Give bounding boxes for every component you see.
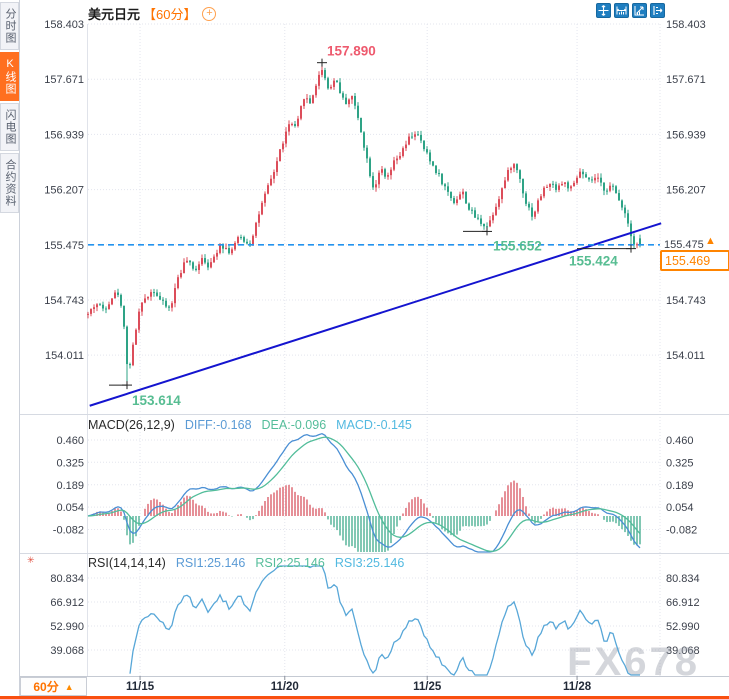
macd-diff-value: DIFF:-0.168 — [184, 418, 252, 432]
svg-text:157.671: 157.671 — [666, 74, 706, 86]
rsi-header: RSI(14,14,14) RSI1:25.146 RSI2:25.146 RS… — [88, 556, 404, 570]
svg-text:0.189: 0.189 — [666, 480, 694, 492]
svg-text:156.207: 156.207 — [44, 185, 84, 197]
macd-title: MACD(26,12,9) — [88, 418, 175, 432]
tab-contract-info[interactable]: 合约资料 — [0, 153, 19, 213]
svg-text:156.939: 156.939 — [666, 129, 706, 141]
svg-text:0.189: 0.189 — [56, 480, 84, 492]
svg-text:0.054: 0.054 — [56, 502, 84, 514]
rsi3-value: RSI3:25.146 — [334, 556, 405, 570]
svg-text:39.068: 39.068 — [666, 645, 700, 657]
svg-text:52.990: 52.990 — [50, 621, 84, 633]
macd-header: MACD(26,12,9) DIFF:-0.168 DEA:-0.096 MAC… — [88, 418, 412, 432]
svg-text:52.990: 52.990 — [666, 621, 700, 633]
chart-toolbar — [596, 3, 665, 18]
rsi-title: RSI(14,14,14) — [88, 556, 166, 570]
svg-text:80.834: 80.834 — [50, 573, 84, 585]
macd-dea-value: DEA:-0.096 — [261, 418, 327, 432]
svg-text:158.403: 158.403 — [44, 19, 84, 31]
svg-text:155.475: 155.475 — [44, 240, 84, 252]
svg-text:39.068: 39.068 — [50, 645, 84, 657]
tab-lightning-chart[interactable]: 闪电图 — [0, 103, 19, 151]
svg-text:66.912: 66.912 — [50, 597, 84, 609]
svg-text:11/15: 11/15 — [126, 681, 155, 693]
svg-text:11/28: 11/28 — [563, 681, 592, 693]
exit-chart-icon[interactable] — [650, 3, 665, 18]
svg-text:155.424: 155.424 — [569, 254, 618, 269]
svg-text:0.460: 0.460 — [56, 435, 84, 447]
price-up-arrow-icon: ▲ — [705, 235, 716, 247]
svg-text:154.011: 154.011 — [45, 350, 84, 362]
symbol-title: 美元日元 — [88, 7, 141, 22]
fit-vertical-icon[interactable] — [632, 3, 647, 18]
axis-price-label: 155.475 — [664, 239, 704, 251]
interval-selector-button[interactable]: 60分 ▲ — [20, 677, 87, 696]
svg-text:0.460: 0.460 — [666, 435, 694, 447]
interval-tag: 【60分】 — [143, 7, 197, 22]
svg-text:80.834: 80.834 — [666, 573, 700, 585]
svg-text:156.939: 156.939 — [44, 129, 84, 141]
svg-text:FX678: FX678 — [567, 640, 700, 684]
rsi-panel-settings-icon[interactable]: ✳ — [27, 555, 35, 565]
chart-title-row: 美元日元 【60分】 + — [88, 4, 217, 23]
tab-candlestick-chart[interactable]: K线图 — [0, 52, 19, 101]
rsi1-value: RSI1:25.146 — [175, 556, 246, 570]
svg-text:-0.082: -0.082 — [666, 525, 697, 537]
sidebar: 分时图 K线图 闪电图 合约资料 — [0, 0, 20, 699]
last-price-box: 155.469 — [660, 250, 729, 271]
svg-text:154.011: 154.011 — [666, 350, 705, 362]
interval-selector-label: 60分 — [33, 680, 59, 694]
sidebar-tabs: 分时图 K线图 闪电图 合约资料 — [0, 2, 19, 213]
bottom-accent-bar — [0, 696, 729, 699]
rsi2-value: RSI2:25.146 — [255, 556, 325, 570]
svg-text:155.652: 155.652 — [493, 238, 542, 253]
svg-text:0.325: 0.325 — [666, 457, 694, 469]
tab-time-share-chart[interactable]: 分时图 — [0, 2, 19, 50]
svg-text:11/25: 11/25 — [413, 681, 442, 693]
svg-text:157.890: 157.890 — [327, 44, 376, 59]
svg-text:0.054: 0.054 — [666, 502, 694, 514]
svg-text:154.743: 154.743 — [666, 295, 706, 307]
svg-text:156.207: 156.207 — [666, 185, 706, 197]
svg-text:154.743: 154.743 — [44, 295, 84, 307]
svg-text:158.403: 158.403 — [666, 19, 706, 31]
fit-horizontal-icon[interactable] — [614, 3, 629, 18]
add-indicator-icon[interactable]: + — [202, 6, 217, 21]
macd-macd-value: MACD:-0.145 — [336, 418, 412, 432]
svg-text:11/20: 11/20 — [271, 681, 299, 693]
svg-text:-0.082: -0.082 — [53, 525, 84, 537]
svg-text:0.325: 0.325 — [56, 457, 84, 469]
svg-text:157.671: 157.671 — [44, 74, 84, 86]
pan-icon[interactable] — [596, 3, 611, 18]
chevron-up-icon: ▲ — [64, 681, 74, 692]
svg-text:153.614: 153.614 — [132, 393, 181, 408]
svg-text:66.912: 66.912 — [666, 597, 700, 609]
